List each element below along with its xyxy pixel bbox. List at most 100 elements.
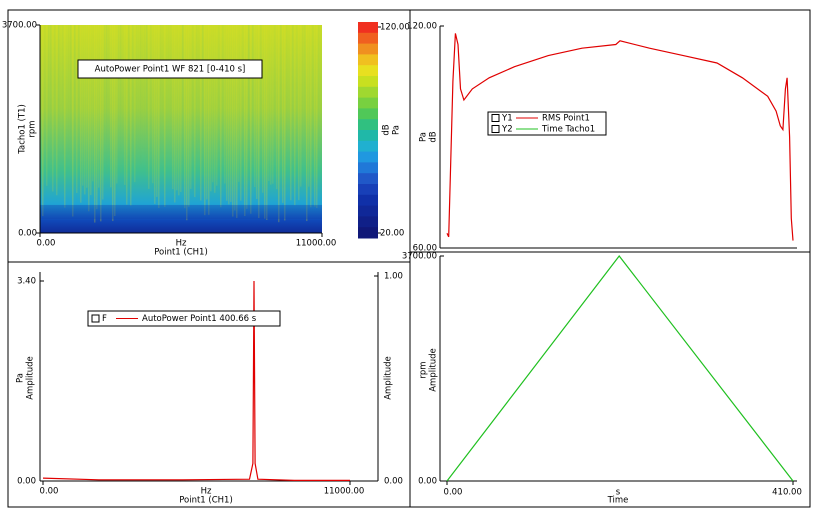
x-label: Point1 (CH1): [154, 248, 208, 258]
heatmap-texture: [222, 25, 224, 151]
heatmap-texture: [110, 25, 112, 188]
heatmap-texture: [214, 25, 216, 193]
data-line: [446, 255, 794, 482]
legend-box: [77, 59, 263, 79]
heatmap-texture: [40, 205, 322, 219]
heatmap-texture: [246, 25, 248, 209]
heatmap-texture: [244, 25, 246, 217]
x-label: Point1 (CH1): [179, 496, 233, 506]
heatmap-texture: [98, 25, 100, 188]
heatmap-texture: [134, 25, 136, 183]
colorbar-cell: [358, 130, 378, 142]
colorbar-cell: [358, 140, 378, 153]
heatmap-texture: [172, 25, 174, 190]
heatmap-texture: [100, 25, 102, 222]
heatmap-texture: [182, 25, 184, 181]
heatmap-texture: [94, 25, 96, 223]
y-unit: rpm: [28, 120, 38, 137]
heatmap-texture: [46, 25, 48, 186]
heatmap-texture: [198, 25, 200, 143]
heatmap-texture: [150, 25, 152, 150]
heatmap-texture: [158, 25, 160, 209]
colorbar-unit: dB: [382, 124, 392, 135]
legend-key: Y1: [501, 114, 513, 124]
y-tick-label: 0.00: [384, 477, 403, 487]
heatmap-texture: [96, 25, 98, 210]
heatmap-texture: [44, 25, 46, 144]
heatmap-texture: [108, 25, 110, 157]
heatmap-texture: [118, 25, 120, 159]
y-unit: dB: [429, 131, 439, 142]
heatmap-texture: [122, 25, 124, 145]
heatmap-texture: [168, 25, 170, 147]
x-unit: Hz: [201, 487, 212, 497]
heatmap-texture: [88, 25, 90, 212]
heatmap-texture: [292, 25, 294, 165]
colorbar-tick-label: 20.00: [380, 229, 404, 239]
heatmap-texture: [116, 25, 118, 184]
heatmap-texture: [190, 25, 192, 189]
heatmap-texture: [152, 25, 154, 184]
y-unit: Amplitude: [429, 348, 439, 392]
heatmap-texture: [86, 25, 88, 188]
colorbar-cell: [358, 108, 378, 120]
heatmap-texture: [132, 25, 134, 163]
heatmap-texture: [142, 25, 144, 149]
colorbar-quantity: Pa: [392, 125, 402, 135]
y-label: Pa: [16, 373, 26, 383]
heatmap-texture: [92, 25, 94, 182]
colorbar-cell: [358, 86, 378, 99]
heatmap-texture: [174, 25, 176, 203]
colorbar-cell: [358, 162, 378, 174]
legend-text: Time Tacho1: [541, 125, 595, 135]
heatmap-texture: [184, 25, 186, 209]
heatmap-texture: [60, 25, 62, 142]
heatmap-texture: [144, 25, 146, 156]
legend-checkbox: [91, 314, 100, 323]
heatmap-texture: [234, 25, 236, 211]
heatmap-texture: [252, 25, 254, 168]
heatmap-texture: [84, 25, 86, 195]
heatmap-texture: [230, 25, 232, 202]
heatmap-texture: [56, 25, 58, 196]
heatmap-texture: [188, 25, 190, 207]
legend-checkbox: [491, 125, 500, 133]
heatmap-texture: [300, 25, 302, 187]
colorbar-cell: [358, 43, 378, 55]
heatmap-texture: [72, 25, 74, 217]
heatmap-texture: [226, 25, 228, 201]
x-tick-label: 11000.00: [324, 487, 365, 497]
heatmap-texture: [112, 25, 114, 222]
legend-key: F: [102, 314, 107, 324]
heatmap-texture: [264, 25, 266, 219]
heatmap-texture: [240, 25, 242, 201]
heatmap-texture: [220, 25, 222, 208]
legend-text: AutoPower Point1 400.66 s: [142, 314, 257, 324]
y-unit: Amplitude: [26, 356, 36, 400]
heatmap-texture: [270, 25, 272, 185]
outer-frame: [7, 9, 811, 508]
heatmap-texture: [70, 25, 72, 177]
heatmap-texture: [50, 25, 52, 178]
y-tick-label: 3700.00: [2, 21, 37, 31]
heatmap-texture: [54, 25, 56, 154]
heatmap-texture: [126, 25, 128, 205]
heatmap-texture: [76, 25, 78, 193]
heatmap-texture: [278, 25, 280, 223]
heatmap-texture: [296, 25, 298, 145]
heatmap-texture: [180, 25, 182, 192]
heatmap-texture: [302, 25, 304, 155]
heatmap-texture: [104, 25, 106, 164]
heatmap-texture: [202, 25, 204, 176]
x-tick-label: 0.00: [37, 239, 56, 249]
heatmap-texture: [260, 25, 262, 157]
colorbar-cell: [358, 227, 378, 239]
heatmap-texture: [138, 25, 140, 149]
heatmap-texture: [128, 25, 130, 165]
heatmap-texture: [186, 25, 188, 221]
heatmap-texture: [276, 25, 278, 190]
y-tick-label: 3.40: [17, 277, 36, 287]
heatmap-texture: [204, 25, 206, 216]
heatmap-texture: [266, 25, 268, 220]
